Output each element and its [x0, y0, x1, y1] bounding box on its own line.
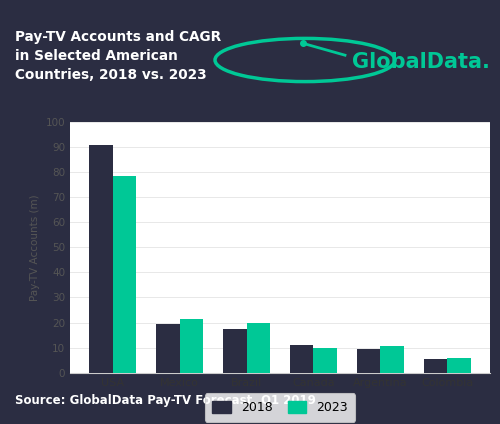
- Bar: [180, 319, 203, 373]
- Y-axis label: Pay-TV Accounts (m): Pay-TV Accounts (m): [30, 194, 40, 301]
- Legend: 2018, 2023: 2018, 2023: [204, 393, 356, 421]
- Bar: [357, 349, 380, 373]
- Bar: [290, 345, 314, 373]
- Bar: [424, 359, 448, 373]
- Text: GlobalData.: GlobalData.: [352, 53, 490, 73]
- Bar: [112, 176, 136, 373]
- Text: Source: GlobalData Pay-TV Forecast, Q1 2019: Source: GlobalData Pay-TV Forecast, Q1 2…: [15, 394, 316, 407]
- Bar: [156, 324, 180, 373]
- Bar: [448, 357, 471, 373]
- Text: Pay-TV Accounts and CAGR
in Selected American
Countries, 2018 vs. 2023: Pay-TV Accounts and CAGR in Selected Ame…: [15, 31, 221, 82]
- Bar: [246, 323, 270, 373]
- Bar: [89, 145, 112, 373]
- Bar: [223, 329, 246, 373]
- Bar: [314, 348, 337, 373]
- Bar: [380, 346, 404, 373]
